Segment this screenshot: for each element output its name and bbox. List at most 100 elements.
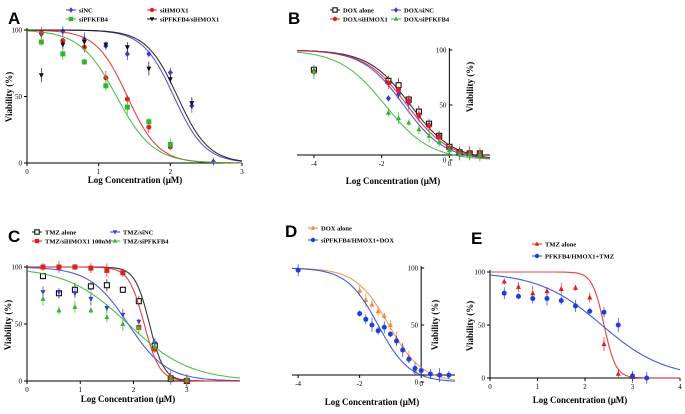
- data-point: [467, 151, 473, 157]
- x-tick-label: 0: [25, 386, 29, 394]
- data-point: [416, 112, 422, 118]
- legend-item: siPFKFB4: [66, 16, 109, 23]
- data-point: [210, 158, 216, 165]
- x-tick-label: 4: [678, 383, 682, 391]
- data-point: [601, 309, 607, 315]
- data-point: [587, 294, 593, 300]
- fit-curve: [27, 29, 243, 162]
- data-point: [167, 69, 173, 76]
- data-point: [40, 264, 46, 270]
- x-tick-label: -4: [295, 380, 301, 388]
- y-tick-label: 0: [19, 378, 23, 386]
- y-axis-label: Viability (%): [430, 300, 440, 350]
- legend-item: PFKFB4/HMOX1+TMZ: [532, 253, 614, 260]
- y-tick-label: 0: [482, 375, 486, 383]
- series-dox-sihmox1: [296, 50, 491, 161]
- y-tick-label: 0: [19, 160, 23, 168]
- legend-marker: [393, 7, 399, 13]
- legend-label: siHMOX1: [160, 7, 189, 14]
- data-point: [530, 296, 536, 301]
- data-point: [120, 321, 126, 326]
- legend: TMZ alone TMZ/siNC TMZ/siHMOX1 100nM TMZ/si…: [32, 229, 169, 245]
- legend-item: siNC: [66, 7, 93, 14]
- data-point: [146, 66, 152, 72]
- data-point: [168, 374, 174, 380]
- data-point: [394, 338, 400, 344]
- legend-label: TMZ/siHMOX1 100nM: [45, 238, 111, 245]
- x-tick-label: 0: [448, 160, 452, 168]
- fit-curve: [292, 267, 456, 382]
- legend-marker: [34, 238, 40, 244]
- data-point: [103, 282, 110, 289]
- legend-marker: [332, 16, 338, 22]
- y-axis-label: Viability (%): [465, 62, 475, 112]
- series-sipfkfb4-hmox1-dox: [292, 264, 456, 383]
- data-point: [412, 365, 418, 371]
- legend-label: TMZ alone: [45, 229, 76, 236]
- data-point: [457, 150, 463, 156]
- fit-curve: [27, 266, 240, 382]
- panel-label-c: C: [8, 227, 20, 246]
- data-point: [446, 372, 452, 378]
- panel-e: E 0 1 2 3 4 0 50 100 Log Concentration (μM) Viabil…: [465, 229, 682, 405]
- data-point: [124, 50, 130, 58]
- data-point: [103, 42, 109, 48]
- y-axis-label: Viability (%): [4, 72, 14, 122]
- legend-label: DOX/siHMOX1: [343, 16, 388, 23]
- panel-label-d: D: [285, 222, 297, 241]
- series-dox-sinc: [296, 50, 491, 161]
- legend-marker: [68, 7, 74, 13]
- data-point: [385, 95, 391, 102]
- data-point: [501, 290, 507, 296]
- y-tick-label: 100: [12, 264, 23, 272]
- data-point: [387, 322, 393, 327]
- data-point: [400, 347, 406, 353]
- data-point: [427, 371, 433, 377]
- fit-curve: [296, 50, 491, 159]
- series-dox-sipfkfb4: [296, 51, 491, 162]
- fit-curve: [296, 51, 491, 160]
- fit-curve: [291, 267, 456, 381]
- data-point: [544, 288, 550, 294]
- data-point: [56, 290, 62, 295]
- x-tick-label: 2: [583, 383, 587, 391]
- data-point: [363, 297, 369, 302]
- series-tmz-alone: [490, 271, 680, 383]
- fit-curve: [296, 49, 491, 159]
- data-point: [146, 119, 152, 125]
- legend-marker: [149, 17, 155, 22]
- data-point: [406, 356, 412, 362]
- legend-marker: [68, 16, 74, 22]
- y-tick-label: 50: [478, 322, 486, 330]
- series-tmz-sipfkfb4: [26, 270, 241, 385]
- fit-curve: [296, 50, 491, 159]
- data-point: [88, 265, 94, 271]
- series-sinc: [27, 26, 243, 166]
- axes: [297, 48, 490, 156]
- series-sipfkfb4: [26, 30, 243, 164]
- data-point: [615, 370, 621, 376]
- x-tick-label: 1: [79, 386, 83, 394]
- data-point: [363, 316, 369, 322]
- legend-marker: [34, 229, 40, 235]
- data-point: [167, 141, 173, 147]
- legend-item: DOX alone: [330, 7, 374, 14]
- x-tick-label: 0: [25, 168, 29, 176]
- legend-label: siPFKFB4/HMOX1+DOX: [321, 237, 394, 244]
- data-point: [375, 308, 381, 314]
- series-dox-alone: [296, 49, 491, 160]
- data-point: [601, 341, 607, 347]
- data-point: [60, 28, 66, 35]
- data-point: [375, 328, 381, 334]
- x-tick-label: 2: [132, 386, 136, 394]
- data-point: [416, 126, 422, 132]
- data-point: [501, 278, 507, 284]
- axes: [26, 265, 240, 382]
- data-point: [60, 42, 66, 48]
- legend-label: siNC: [79, 7, 93, 14]
- x-axis-label: Log Concentration (μM): [346, 176, 441, 186]
- data-point: [644, 375, 650, 381]
- data-point: [56, 264, 62, 270]
- y-tick-label: 0: [415, 379, 419, 387]
- legend-label: DOX/siPFKFB4: [404, 16, 450, 23]
